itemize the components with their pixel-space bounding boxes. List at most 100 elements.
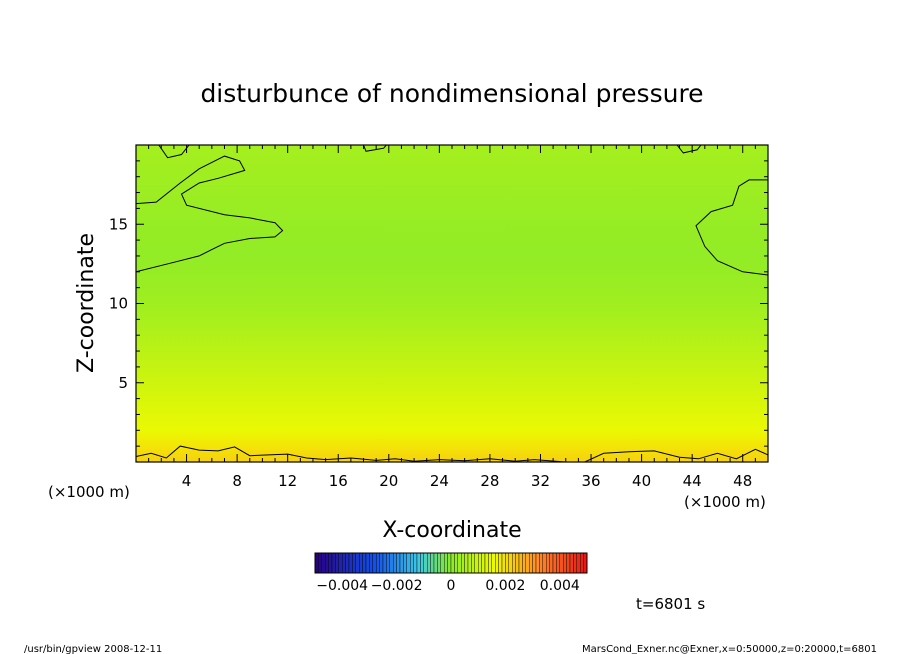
colorbar-tick-label: −0.004: [316, 578, 368, 594]
colorbar-cell: [478, 552, 482, 574]
contour-line: [676, 145, 702, 154]
colorbar-cells: [314, 552, 588, 574]
x-unit-label-left: (×1000 m): [48, 483, 130, 501]
x-tick-label: 16: [329, 472, 348, 490]
colorbar-cell: [376, 552, 380, 574]
colorbar-cell: [481, 552, 486, 574]
colorbar-cell: [454, 552, 458, 574]
footer-left-info: /usr/bin/gpview 2008-12-11: [24, 644, 162, 654]
contour-line: [363, 145, 387, 152]
colorbar-cell: [403, 552, 407, 574]
colorbar-cell: [484, 552, 489, 574]
x-tick-label: 4: [182, 472, 192, 490]
colorbar-tick-label: −0.002: [371, 578, 423, 594]
x-tick-label: 48: [733, 472, 752, 490]
colorbar-cell: [529, 552, 533, 574]
colorbar-cell: [318, 552, 322, 574]
colorbar-tick-label: 0.004: [540, 578, 580, 594]
x-tick-label: 24: [430, 472, 449, 490]
colorbar-cell: [535, 552, 540, 574]
field-layer: [136, 145, 768, 462]
colorbar-cell: [576, 552, 581, 574]
colorbar-cell: [433, 552, 438, 574]
colorbar-cell: [359, 552, 363, 574]
colorbar-cell: [450, 552, 455, 574]
pressure-field: [136, 145, 768, 462]
colorbar-tick-label: 0.002: [485, 578, 525, 594]
colorbar-cell: [495, 552, 499, 574]
colorbar-cell: [399, 552, 404, 574]
colorbar-cell: [552, 552, 557, 574]
colorbar-cell: [416, 552, 421, 574]
colorbar-cell: [338, 552, 343, 574]
x-tick-label: 32: [531, 472, 550, 490]
colorbar-cell: [335, 552, 339, 574]
colorbar-cell: [393, 552, 397, 574]
colorbar-cell: [379, 552, 384, 574]
colorbar-cell: [471, 552, 475, 574]
colorbar-cell: [423, 552, 428, 574]
colorbar-cell: [345, 552, 350, 574]
colorbar: −0.004 −0.002 0 0.002 0.004: [314, 552, 588, 594]
colorbar-cell: [437, 552, 441, 574]
colorbar-cell: [314, 552, 319, 574]
colorbar-cell: [352, 552, 356, 574]
colorbar-cell: [522, 552, 527, 574]
colorbar-cell: [325, 552, 329, 574]
colorbar-cell: [321, 552, 326, 574]
x-tick-label: 36: [581, 472, 600, 490]
colorbar-cell: [342, 552, 346, 574]
colorbar-cell: [580, 552, 584, 574]
contour-line: [584, 448, 768, 462]
colorbar-cell: [559, 552, 564, 574]
colorbar-cell: [549, 552, 554, 574]
colorbar-tick-label: 0: [447, 578, 456, 594]
colorbar-cell: [583, 552, 588, 574]
colorbar-cell: [467, 552, 472, 574]
colorbar-cell: [491, 552, 496, 574]
colorbar-cell: [427, 552, 431, 574]
colorbar-cell: [406, 552, 411, 574]
colorbar-cell: [556, 552, 561, 574]
colorbar-cell: [488, 552, 492, 574]
colorbar-cell: [501, 552, 506, 574]
chart-title: disturbunce of nondimensional pressure: [200, 79, 703, 108]
contour-line: [136, 155, 284, 273]
colorbar-cell: [518, 552, 523, 574]
contour-line: [158, 145, 190, 159]
colorbar-cell: [573, 552, 578, 574]
colorbar-cell: [328, 552, 333, 574]
contour-line: [695, 179, 768, 276]
y-tick-label: 5: [118, 374, 128, 392]
colorbar-cell: [369, 552, 373, 574]
colorbar-cell: [508, 552, 513, 574]
colorbar-cell: [525, 552, 530, 574]
x-tick-label: 12: [278, 472, 297, 490]
colorbar-cell: [331, 552, 336, 574]
colorbar-cell: [348, 552, 353, 574]
colorbar-cell: [569, 552, 574, 574]
colorbar-cell: [396, 552, 401, 574]
colorbar-cell: [444, 552, 448, 574]
x-tick-label: 28: [480, 472, 499, 490]
y-tick-label: 10: [109, 295, 128, 313]
colorbar-cell: [498, 552, 503, 574]
colorbar-cell: [505, 552, 509, 574]
x-unit-label-right: (×1000 m): [684, 493, 766, 511]
colorbar-cell: [512, 552, 516, 574]
colorbar-ticks: −0.004 −0.002 0 0.002 0.004: [316, 578, 580, 594]
colorbar-cell: [515, 552, 520, 574]
colorbar-cell: [382, 552, 387, 574]
colorbar-cell: [386, 552, 390, 574]
colorbar-cell: [413, 552, 418, 574]
time-annotation: t=6801 s: [636, 595, 705, 613]
colorbar-frame: [314, 552, 588, 574]
colorbar-cell: [372, 552, 377, 574]
colorbar-cell: [539, 552, 544, 574]
colorbar-cell: [464, 552, 469, 574]
y-axis-ticks: 5 10 15: [109, 144, 768, 463]
x-axis-ticks: 4 8 12 16 20 24 28 32 36 40 44 48: [135, 145, 769, 490]
colorbar-cell: [546, 552, 550, 574]
colorbar-cell: [563, 552, 567, 574]
